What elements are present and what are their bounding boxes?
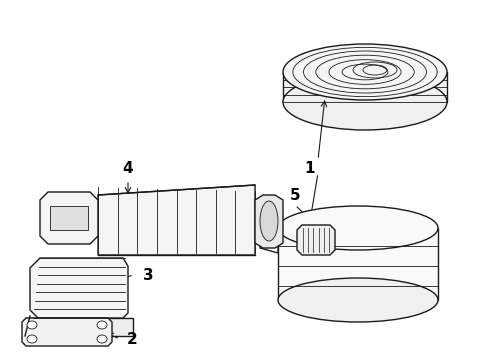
Polygon shape <box>255 195 283 248</box>
Polygon shape <box>278 228 438 300</box>
Ellipse shape <box>27 335 37 343</box>
Polygon shape <box>297 225 335 255</box>
Ellipse shape <box>278 206 438 250</box>
Ellipse shape <box>283 74 447 130</box>
Polygon shape <box>40 192 98 244</box>
Polygon shape <box>260 233 278 253</box>
Polygon shape <box>22 318 112 346</box>
Text: 1: 1 <box>305 161 315 176</box>
Text: 3: 3 <box>143 267 153 283</box>
Text: 2: 2 <box>126 332 137 346</box>
Ellipse shape <box>97 335 107 343</box>
Ellipse shape <box>260 201 278 241</box>
Polygon shape <box>50 206 88 230</box>
Ellipse shape <box>278 278 438 322</box>
Polygon shape <box>283 72 447 102</box>
Polygon shape <box>98 185 255 255</box>
Ellipse shape <box>97 321 107 329</box>
Text: 4: 4 <box>122 161 133 176</box>
Polygon shape <box>30 258 128 318</box>
Ellipse shape <box>283 44 447 100</box>
Polygon shape <box>25 318 133 336</box>
Text: 5: 5 <box>290 188 300 202</box>
Ellipse shape <box>27 321 37 329</box>
